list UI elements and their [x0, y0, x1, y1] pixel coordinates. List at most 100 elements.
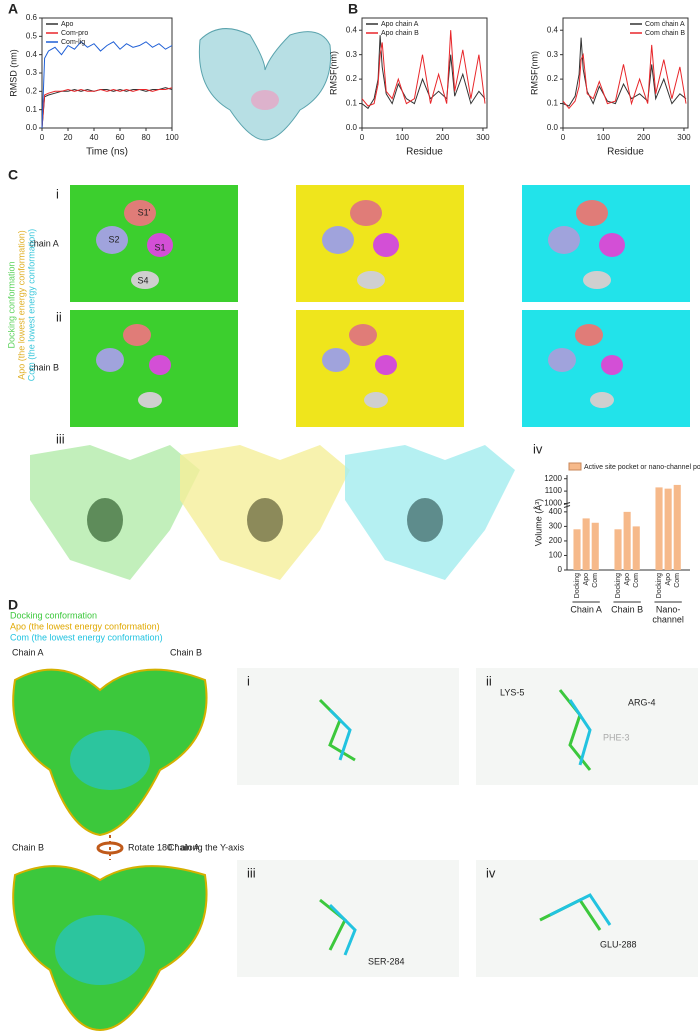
- x-tick-label: 60: [116, 133, 125, 142]
- legend-text: Docking conformation: [6, 261, 16, 348]
- bar-category-label: Apo: [583, 573, 590, 586]
- y-tick-label: 0.1: [547, 99, 559, 108]
- bar: [573, 529, 581, 570]
- x-tick-label: 300: [476, 133, 490, 142]
- series-line: [41, 87, 173, 129]
- legend-label: Apo chain A: [381, 21, 419, 28]
- series-line: [41, 41, 173, 129]
- residue-label: GLU-288: [600, 939, 637, 949]
- panel-label: A: [8, 1, 18, 17]
- bar: [655, 487, 663, 570]
- y-tick-label: 300: [549, 522, 563, 531]
- row-label: iii: [56, 431, 65, 446]
- legend-label: Com chain B: [645, 30, 685, 37]
- site-label: S1: [154, 242, 165, 252]
- inset-label: iv: [486, 865, 496, 880]
- x-tick-label: 100: [165, 133, 179, 142]
- bar: [673, 484, 681, 570]
- residue-label: LYS-5: [500, 687, 524, 697]
- x-axis-label: Residue: [406, 147, 443, 158]
- legend-label: Com-lig: [61, 39, 85, 46]
- y-tick-label: 0.0: [547, 123, 559, 132]
- y-tick-label: 1200: [544, 474, 562, 483]
- y-tick-label: 0.0: [26, 123, 38, 132]
- cartoon-images: [12, 668, 698, 1032]
- group-label: channel: [652, 614, 684, 624]
- vertical-legend: Docking conformation Apo (the lowest ene…: [6, 229, 36, 382]
- bar-category-label: Apo: [624, 573, 631, 586]
- y-tick-label: 0.4: [26, 50, 38, 59]
- series-line: [41, 87, 173, 129]
- x-tick-label: 200: [436, 133, 450, 142]
- legend-text: Com (the lowest energy conformation): [26, 229, 36, 382]
- x-tick-label: 40: [90, 133, 99, 142]
- legend-label: Apo: [61, 21, 74, 28]
- y-tick-label: 0.3: [346, 50, 358, 59]
- legend-text: Apo (the lowest energy conformation): [10, 621, 160, 631]
- x-tick-label: 80: [142, 133, 151, 142]
- bar: [632, 526, 640, 570]
- bar-category-label: Docking: [656, 573, 663, 598]
- chain-label: Chain A: [12, 647, 44, 657]
- group-label: Chain A: [570, 604, 602, 614]
- y-tick-label: 100: [549, 551, 563, 560]
- series-line: [361, 30, 486, 107]
- x-tick-label: 0: [561, 133, 566, 142]
- legend-text: Docking conformation: [10, 610, 97, 620]
- inset-label: iii: [247, 865, 256, 880]
- legend-label: Active site pocket or nano-channel pocke…: [584, 464, 700, 471]
- x-tick-label: 100: [597, 133, 611, 142]
- bar: [623, 511, 631, 570]
- series-line: [562, 37, 687, 107]
- surface-images: [30, 185, 690, 580]
- y-axis-label: RMSF(nm): [529, 51, 539, 95]
- chain-label: chain A: [29, 238, 59, 248]
- y-tick-label: 1000: [544, 499, 562, 508]
- chain-label: Chain B: [12, 842, 44, 852]
- bar: [591, 522, 599, 570]
- y-tick-label: 400: [549, 507, 563, 516]
- bar-category-label: Com: [592, 573, 599, 588]
- y-axis-label: Volume (Å³): [533, 499, 543, 547]
- y-tick-label: 0.6: [26, 13, 38, 22]
- chain-label: Chain B: [170, 647, 202, 657]
- legend-text: Com (the lowest energy conformation): [10, 632, 163, 642]
- y-tick-label: 1100: [545, 486, 563, 495]
- bar-category-label: Com: [633, 573, 640, 588]
- plot-frame: [562, 17, 689, 129]
- rotation-label: Rotate 180 ° along the Y-axis: [128, 842, 245, 852]
- site-label: S4: [137, 275, 148, 285]
- group-label: Nano-: [656, 604, 681, 614]
- panel-label: C: [8, 167, 18, 183]
- y-tick-label: 0.2: [26, 86, 38, 95]
- y-axis-label: RMSD (nm): [8, 49, 18, 97]
- y-tick-label: 0.3: [547, 50, 559, 59]
- group-label: Chain B: [611, 604, 643, 614]
- y-tick-label: 0.2: [547, 74, 559, 83]
- legend-label: Com chain A: [645, 21, 685, 28]
- protein-image: [198, 28, 332, 141]
- residue-label: SER-284: [368, 956, 405, 966]
- x-tick-label: 0: [40, 133, 45, 142]
- residue-label: PHE-3: [603, 732, 630, 742]
- x-tick-label: 100: [396, 133, 410, 142]
- legend-swatch: [568, 462, 582, 471]
- x-tick-label: 200: [637, 133, 651, 142]
- series-line: [562, 44, 687, 110]
- x-tick-label: 20: [64, 133, 73, 142]
- inset-label: i: [247, 673, 250, 688]
- bar-category-label: Com: [674, 573, 681, 588]
- panel-label: B: [348, 1, 358, 17]
- chain-label: Chain A: [168, 842, 200, 852]
- bar-category-label: Docking: [615, 573, 622, 598]
- y-tick-label: 0: [558, 565, 563, 574]
- y-tick-label: 0.5: [26, 31, 38, 40]
- row-label: iv: [533, 441, 543, 456]
- y-tick-label: 0.4: [346, 25, 358, 34]
- bar: [582, 518, 590, 570]
- y-tick-label: 0.0: [346, 123, 358, 132]
- row-label: ii: [56, 309, 62, 324]
- bar-category-label: Docking: [574, 573, 581, 598]
- y-tick-label: 0.4: [547, 25, 559, 34]
